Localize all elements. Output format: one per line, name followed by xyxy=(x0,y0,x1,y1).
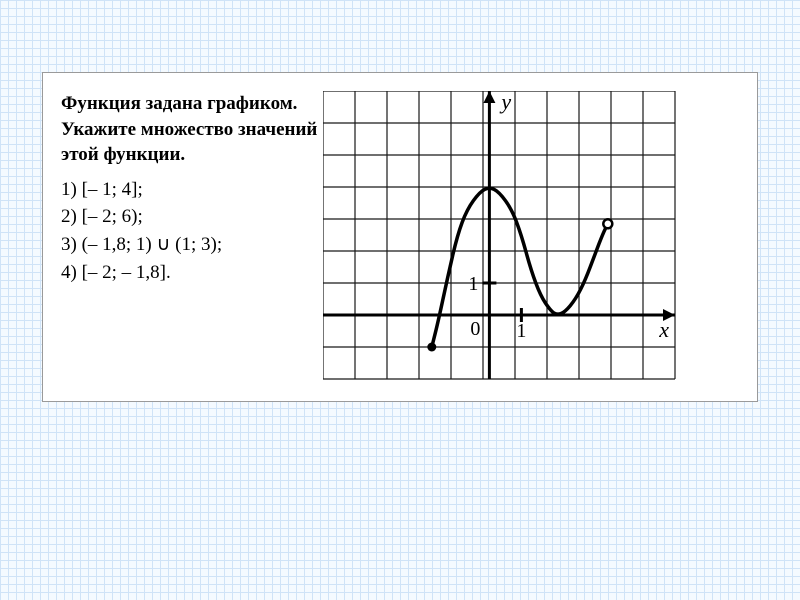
problem-card: Функция задана графиком. Укажите множест… xyxy=(42,72,758,402)
option-4: 4) [– 2; – 1,8]. xyxy=(61,259,317,287)
prompt-line-3: этой функции. xyxy=(61,144,185,165)
function-graph: 0 1 1 y x xyxy=(323,91,693,381)
svg-text:0: 0 xyxy=(471,318,481,340)
problem-prompt: Функция задана графиком. Укажите множест… xyxy=(61,91,317,168)
prompt-line-1: Функция задана графиком. xyxy=(61,93,297,114)
svg-text:x: x xyxy=(659,317,670,342)
option-1: 1) [– 1; 4]; xyxy=(61,176,317,204)
option-3: 3) (– 1,8; 1) ∪ (1; 3); xyxy=(61,231,317,259)
text-column: Функция задана графиком. Укажите множест… xyxy=(61,91,317,385)
svg-text:1: 1 xyxy=(469,273,479,295)
svg-text:y: y xyxy=(500,91,512,114)
chart-column: 0 1 1 y x xyxy=(323,91,743,385)
option-2: 2) [– 2; 6); xyxy=(61,203,317,231)
prompt-line-2: Укажите множество значений xyxy=(61,119,317,140)
svg-text:1: 1 xyxy=(517,320,527,342)
answer-options: 1) [– 1; 4]; 2) [– 2; 6); 3) (– 1,8; 1) … xyxy=(61,176,317,286)
